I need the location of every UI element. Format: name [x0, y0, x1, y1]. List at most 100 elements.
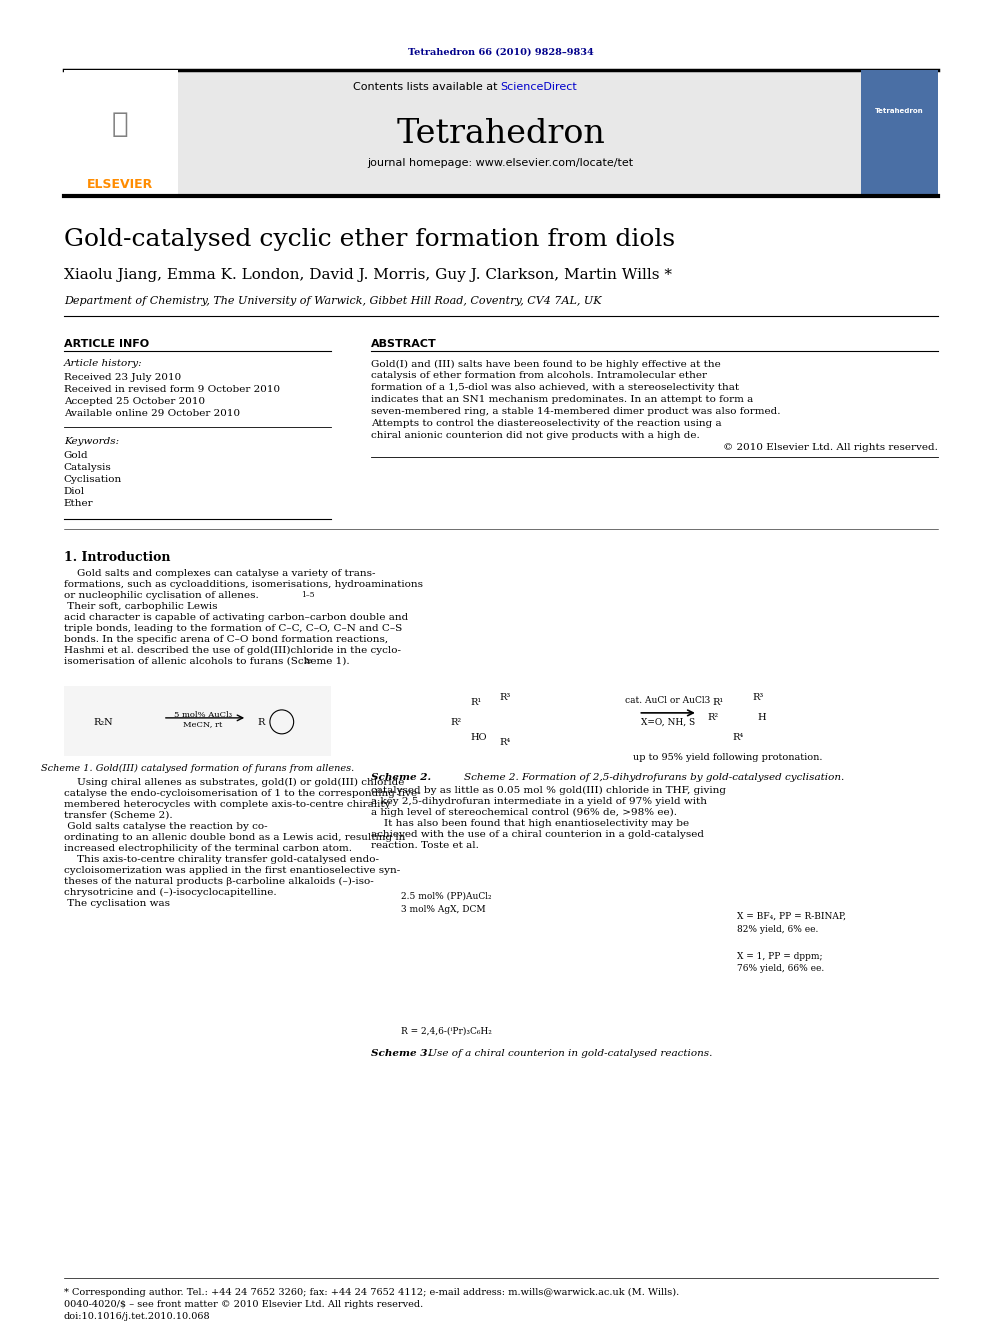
Text: © 2010 Elsevier Ltd. All rights reserved.: © 2010 Elsevier Ltd. All rights reserved…: [722, 443, 937, 452]
Text: cat. AuCl or AuCl3: cat. AuCl or AuCl3: [626, 696, 710, 705]
Text: ARTICLE INFO: ARTICLE INFO: [63, 340, 149, 349]
Text: ELSEVIER: ELSEVIER: [87, 177, 154, 191]
Text: Received in revised form 9 October 2010: Received in revised form 9 October 2010: [63, 385, 280, 394]
Text: X = 1, PP = dppm;: X = 1, PP = dppm;: [737, 951, 823, 960]
Text: Gold-catalysed cyclic ether formation from diols: Gold-catalysed cyclic ether formation fr…: [63, 228, 675, 250]
Text: MeCN, rt: MeCN, rt: [183, 720, 222, 728]
Text: R⁴: R⁴: [500, 738, 511, 747]
Bar: [371, 877, 937, 1061]
Text: Gold: Gold: [63, 451, 88, 460]
Text: acid character is capable of activating carbon–carbon double and: acid character is capable of activating …: [63, 613, 408, 622]
Text: The cyclisation was: The cyclisation was: [63, 898, 170, 908]
Text: Received 23 July 2010: Received 23 July 2010: [63, 373, 182, 382]
Bar: [861, 70, 937, 194]
Text: HO: HO: [470, 733, 486, 742]
Text: Their soft, carbophilic Lewis: Their soft, carbophilic Lewis: [63, 602, 217, 611]
Text: Gold salts catalyse the reaction by co-: Gold salts catalyse the reaction by co-: [63, 822, 268, 831]
Text: ordinating to an allenic double bond as a Lewis acid, resulting in: ordinating to an allenic double bond as …: [63, 832, 405, 841]
Text: doi:10.1016/j.tet.2010.10.068: doi:10.1016/j.tet.2010.10.068: [63, 1312, 210, 1320]
Text: 1–5: 1–5: [302, 591, 315, 599]
Text: R¹: R¹: [470, 699, 481, 706]
Text: Keywords:: Keywords:: [63, 438, 119, 446]
Text: Tetrahedron: Tetrahedron: [397, 118, 605, 149]
Text: Using chiral allenes as substrates, gold(I) or gold(III) chloride: Using chiral allenes as substrates, gold…: [63, 778, 404, 787]
Text: or nucleophilic cyclisation of allenes.: or nucleophilic cyclisation of allenes.: [63, 591, 259, 601]
Text: reaction. Toste et al.: reaction. Toste et al.: [371, 840, 479, 849]
Text: ABSTRACT: ABSTRACT: [371, 340, 436, 349]
Text: ScienceDirect: ScienceDirect: [501, 82, 577, 91]
Text: Available online 29 October 2010: Available online 29 October 2010: [63, 409, 240, 418]
Text: R₂N: R₂N: [93, 718, 113, 726]
Text: Cyclisation: Cyclisation: [63, 475, 122, 484]
Text: bonds. In the specific arena of C–O bond formation reactions,: bonds. In the specific arena of C–O bond…: [63, 635, 388, 644]
Text: a high level of stereochemical control (96% de, >98% ee).: a high level of stereochemical control (…: [371, 808, 677, 816]
Text: Accepted 25 October 2010: Accepted 25 October 2010: [63, 397, 205, 406]
Text: triple bonds, leading to the formation of C–C, C–O, C–N and C–S: triple bonds, leading to the formation o…: [63, 624, 402, 632]
Text: membered heterocycles with complete axis-to-centre chirality: membered heterocycles with complete axis…: [63, 799, 391, 808]
Text: Scheme 2. Formation of 2,5-dihydrofurans by gold-catalysed cyclisation.: Scheme 2. Formation of 2,5-dihydrofurans…: [464, 773, 844, 782]
Text: H: H: [757, 713, 766, 722]
Text: catalysis of ether formation from alcohols. Intramolecular ether: catalysis of ether formation from alcoho…: [371, 372, 707, 381]
Text: 1. Introduction: 1. Introduction: [63, 552, 171, 564]
Text: Department of Chemistry, The University of Warwick, Gibbet Hill Road, Coventry, : Department of Chemistry, The University …: [63, 295, 601, 306]
Text: Use of a chiral counterion in gold-catalysed reactions.: Use of a chiral counterion in gold-catal…: [426, 1049, 713, 1058]
Text: R³: R³: [752, 693, 764, 703]
Text: catalyse the endo-cycloisomerisation of 1 to the corresponding five-: catalyse the endo-cycloisomerisation of …: [63, 789, 421, 798]
Text: 0040-4020/$ – see front matter © 2010 Elsevier Ltd. All rights reserved.: 0040-4020/$ – see front matter © 2010 El…: [63, 1301, 424, 1308]
Text: Scheme 2.: Scheme 2.: [371, 773, 432, 782]
Text: R³: R³: [500, 693, 511, 703]
Text: R²: R²: [707, 713, 719, 722]
Text: R = 2,4,6-(ⁱPr)₃C₆H₂: R = 2,4,6-(ⁱPr)₃C₆H₂: [401, 1027, 491, 1036]
Text: Attempts to control the diastereoselectivity of the reaction using a: Attempts to control the diastereoselecti…: [371, 419, 721, 429]
Text: Tetrahedron: Tetrahedron: [875, 108, 924, 114]
Bar: [63, 70, 178, 194]
Bar: [371, 668, 937, 787]
Text: catalysed by as little as 0.05 mol % gold(III) chloride in THF, giving: catalysed by as little as 0.05 mol % gol…: [371, 786, 726, 795]
Text: 5 mol% AuCl₃: 5 mol% AuCl₃: [174, 710, 231, 718]
Text: increased electrophilicity of the terminal carbon atom.: increased electrophilicity of the termin…: [63, 844, 352, 853]
Text: * Corresponding author. Tel.: +44 24 7652 3260; fax: +44 24 7652 4112; e-mail ad: * Corresponding author. Tel.: +44 24 765…: [63, 1289, 680, 1297]
Text: theses of the natural products β-carboline alkaloids (–)-iso-: theses of the natural products β-carboli…: [63, 877, 374, 886]
Text: Xiaolu Jiang, Emma K. London, David J. Morris, Guy J. Clarkson, Martin Wills *: Xiaolu Jiang, Emma K. London, David J. M…: [63, 267, 672, 282]
Text: chrysotricine and (–)-isocyclocapitelline.: chrysotricine and (–)-isocyclocapitellin…: [63, 888, 277, 897]
Text: This axis-to-centre chirality transfer gold-catalysed endo-: This axis-to-centre chirality transfer g…: [63, 855, 379, 864]
Text: Gold salts and complexes can catalyse a variety of trans-: Gold salts and complexes can catalyse a …: [63, 569, 375, 578]
Text: isomerisation of allenic alcohols to furans (Scheme 1).: isomerisation of allenic alcohols to fur…: [63, 658, 349, 665]
Text: formation of a 1,5-diol was also achieved, with a stereoselectivity that: formation of a 1,5-diol was also achieve…: [371, 384, 739, 393]
Text: 2.5 mol% (PP)AuCl₂: 2.5 mol% (PP)AuCl₂: [401, 892, 491, 901]
Text: Hashmi et al. described the use of gold(III)chloride in the cyclo-: Hashmi et al. described the use of gold(…: [63, 646, 401, 655]
Bar: [63, 70, 937, 194]
Text: R¹: R¹: [712, 699, 724, 706]
Text: X = BF₄, PP = R-BINAP,: X = BF₄, PP = R-BINAP,: [737, 912, 846, 921]
Text: up to 95% yield following protonation.: up to 95% yield following protonation.: [633, 753, 822, 762]
Text: It has also been found that high enantioselectivity may be: It has also been found that high enantio…: [371, 819, 689, 828]
Text: achieved with the use of a chiral counterion in a gold-catalysed: achieved with the use of a chiral counte…: [371, 830, 704, 839]
Text: formations, such as cycloadditions, isomerisations, hydroaminations: formations, such as cycloadditions, isom…: [63, 579, 423, 589]
Text: Scheme 3.: Scheme 3.: [371, 1049, 432, 1058]
Text: Tetrahedron 66 (2010) 9828–9834: Tetrahedron 66 (2010) 9828–9834: [408, 48, 593, 57]
Text: Contents lists available at: Contents lists available at: [353, 82, 501, 91]
Text: chiral anionic counterion did not give products with a high de.: chiral anionic counterion did not give p…: [371, 431, 699, 441]
Text: journal homepage: www.elsevier.com/locate/tet: journal homepage: www.elsevier.com/locat…: [368, 157, 634, 168]
Text: seven-membered ring, a stable 14-membered dimer product was also formed.: seven-membered ring, a stable 14-membere…: [371, 407, 781, 417]
Text: Catalysis: Catalysis: [63, 463, 112, 472]
Text: cycloisomerization was applied in the first enantioselective syn-: cycloisomerization was applied in the fi…: [63, 865, 400, 875]
Text: Ether: Ether: [63, 499, 93, 508]
Text: transfer (Scheme 2).: transfer (Scheme 2).: [63, 811, 173, 820]
Text: R²: R²: [450, 718, 461, 726]
Text: 76% yield, 66% ee.: 76% yield, 66% ee.: [737, 964, 824, 974]
Text: Scheme 1. Gold(III) catalysed formation of furans from allenes.: Scheme 1. Gold(III) catalysed formation …: [41, 763, 354, 773]
Text: indicates that an SN1 mechanism predominates. In an attempt to form a: indicates that an SN1 mechanism predomin…: [371, 396, 753, 405]
Text: Diol: Diol: [63, 487, 85, 496]
Bar: [63, 685, 331, 755]
Text: 🌳: 🌳: [112, 110, 129, 138]
Text: Gold(I) and (III) salts have been found to be highly effective at the: Gold(I) and (III) salts have been found …: [371, 360, 720, 369]
Text: R: R: [257, 718, 265, 726]
Text: a key 2,5-dihydrofuran intermediate in a yield of 97% yield with: a key 2,5-dihydrofuran intermediate in a…: [371, 796, 707, 806]
Text: 2a: 2a: [304, 658, 312, 665]
Text: R⁴: R⁴: [732, 733, 744, 742]
Text: X=O, NH, S: X=O, NH, S: [641, 718, 695, 726]
Text: 3 mol% AgX, DCM: 3 mol% AgX, DCM: [401, 905, 485, 914]
Text: 82% yield, 6% ee.: 82% yield, 6% ee.: [737, 925, 818, 934]
Text: Article history:: Article history:: [63, 360, 143, 368]
